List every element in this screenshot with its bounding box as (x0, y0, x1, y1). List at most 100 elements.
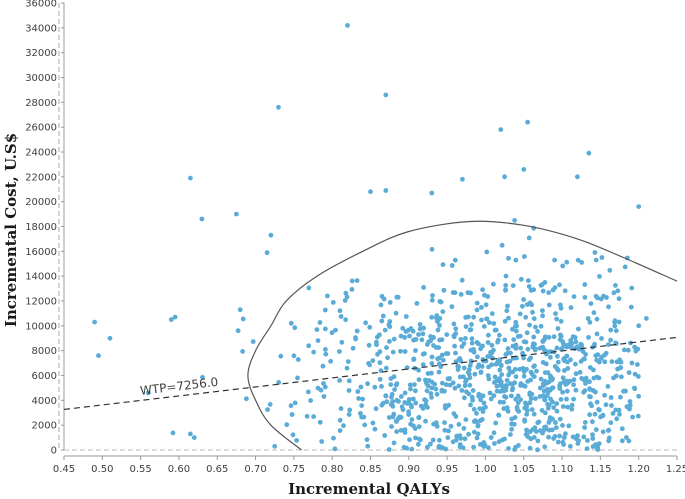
scatter-point (425, 342, 430, 347)
scatter-point (416, 377, 422, 382)
scatter-point (337, 349, 342, 354)
scatter-point (530, 344, 536, 350)
scatter-point (477, 406, 483, 411)
scatter-point (555, 326, 561, 331)
scatter-point (518, 397, 523, 403)
scatter-point (416, 415, 421, 421)
scatter-point (484, 316, 489, 322)
scatter-point (413, 435, 418, 441)
scatter-point (461, 341, 467, 346)
scatter-point (497, 332, 502, 338)
scatter-point (457, 433, 463, 438)
scatter-point (437, 337, 443, 343)
scatter-point (592, 250, 598, 255)
scatter-point (542, 425, 547, 430)
scatter-point (529, 407, 535, 412)
y-tick-label: 18000 (25, 222, 57, 233)
scatter-point (486, 445, 491, 451)
scatter-point (387, 319, 393, 324)
scatter-point (504, 377, 510, 383)
scatter-point (402, 335, 408, 340)
scatter-point (503, 273, 509, 279)
y-tick-label: 36000 (25, 0, 57, 10)
scatter-point (562, 368, 567, 373)
scatter-point (524, 411, 530, 417)
scatter-point (386, 415, 392, 420)
scatter-point (470, 388, 476, 393)
scatter-point (571, 294, 577, 299)
scatter-point (364, 437, 370, 442)
scatter-point (390, 349, 396, 355)
scatter-point (491, 281, 496, 287)
scatter-point (541, 393, 546, 398)
scatter-point (172, 314, 178, 320)
scatter-point (531, 374, 537, 379)
scatter-point (606, 438, 612, 444)
scatter-point (306, 389, 311, 395)
scatter-point (592, 411, 598, 417)
x-tick-label: 1.00 (474, 464, 496, 475)
scatter-point (555, 367, 561, 373)
scatter-point (497, 367, 503, 373)
scatter-point (436, 361, 442, 367)
scatter-point (583, 375, 589, 381)
scatter-point (499, 242, 505, 248)
wtp-threshold-line (63, 336, 678, 411)
scatter-point (412, 426, 418, 431)
scatter-point (468, 359, 474, 365)
scatter-point (421, 285, 426, 290)
scatter-point (468, 402, 473, 408)
y-tick-label: 24000 (25, 148, 57, 159)
scatter-point (509, 426, 514, 432)
scatter-point (447, 382, 453, 388)
scatter-point (396, 399, 401, 404)
y-tick-label: 14000 (25, 272, 57, 283)
scatter-point (531, 364, 537, 369)
x-tick-label: 1.05 (513, 464, 535, 475)
scatter-point (278, 353, 284, 359)
scatter-point (421, 325, 426, 331)
scatter-point (317, 320, 323, 325)
scatter-point (564, 388, 570, 394)
scatter-point (505, 346, 511, 351)
scatter-point (528, 396, 534, 401)
scatter-point (611, 290, 617, 296)
scatter-point (582, 388, 588, 394)
scatter-point (416, 367, 421, 373)
scatter-point (265, 407, 270, 412)
y-tick-label: 4000 (32, 396, 57, 407)
scatter-point (466, 431, 471, 437)
scatter-point (377, 360, 383, 366)
scatter-point (381, 296, 387, 302)
scatter-point (538, 323, 544, 329)
scatter-point (370, 358, 376, 363)
scatter-point (565, 404, 571, 410)
scatter-point (495, 361, 500, 366)
scatter-point (506, 365, 512, 371)
scatter-point (449, 263, 455, 268)
scatter-point (571, 382, 576, 388)
scatter-point (636, 393, 641, 399)
scatter-point (429, 395, 434, 400)
scatter-point (584, 446, 590, 451)
scatter-point (402, 427, 408, 432)
scatter-point (528, 355, 533, 361)
scatter-point (526, 284, 532, 289)
scatter-point (462, 395, 467, 401)
scatter-point (630, 414, 635, 420)
scatter-point (489, 342, 495, 348)
scatter-point (475, 422, 481, 428)
scatter-point (561, 341, 566, 347)
scatter-point (573, 361, 578, 367)
scatter-point (388, 376, 394, 381)
scatter-point (170, 430, 176, 436)
scatter-point (581, 434, 587, 440)
scatter-point (306, 285, 312, 291)
scatter-point (408, 386, 413, 392)
scatter-point (416, 424, 422, 430)
scatter-point (410, 328, 416, 334)
x-tick-label: 1.10 (551, 464, 573, 475)
scatter-point (456, 357, 462, 362)
scatter-point (442, 420, 447, 425)
scatter-point (618, 359, 624, 365)
